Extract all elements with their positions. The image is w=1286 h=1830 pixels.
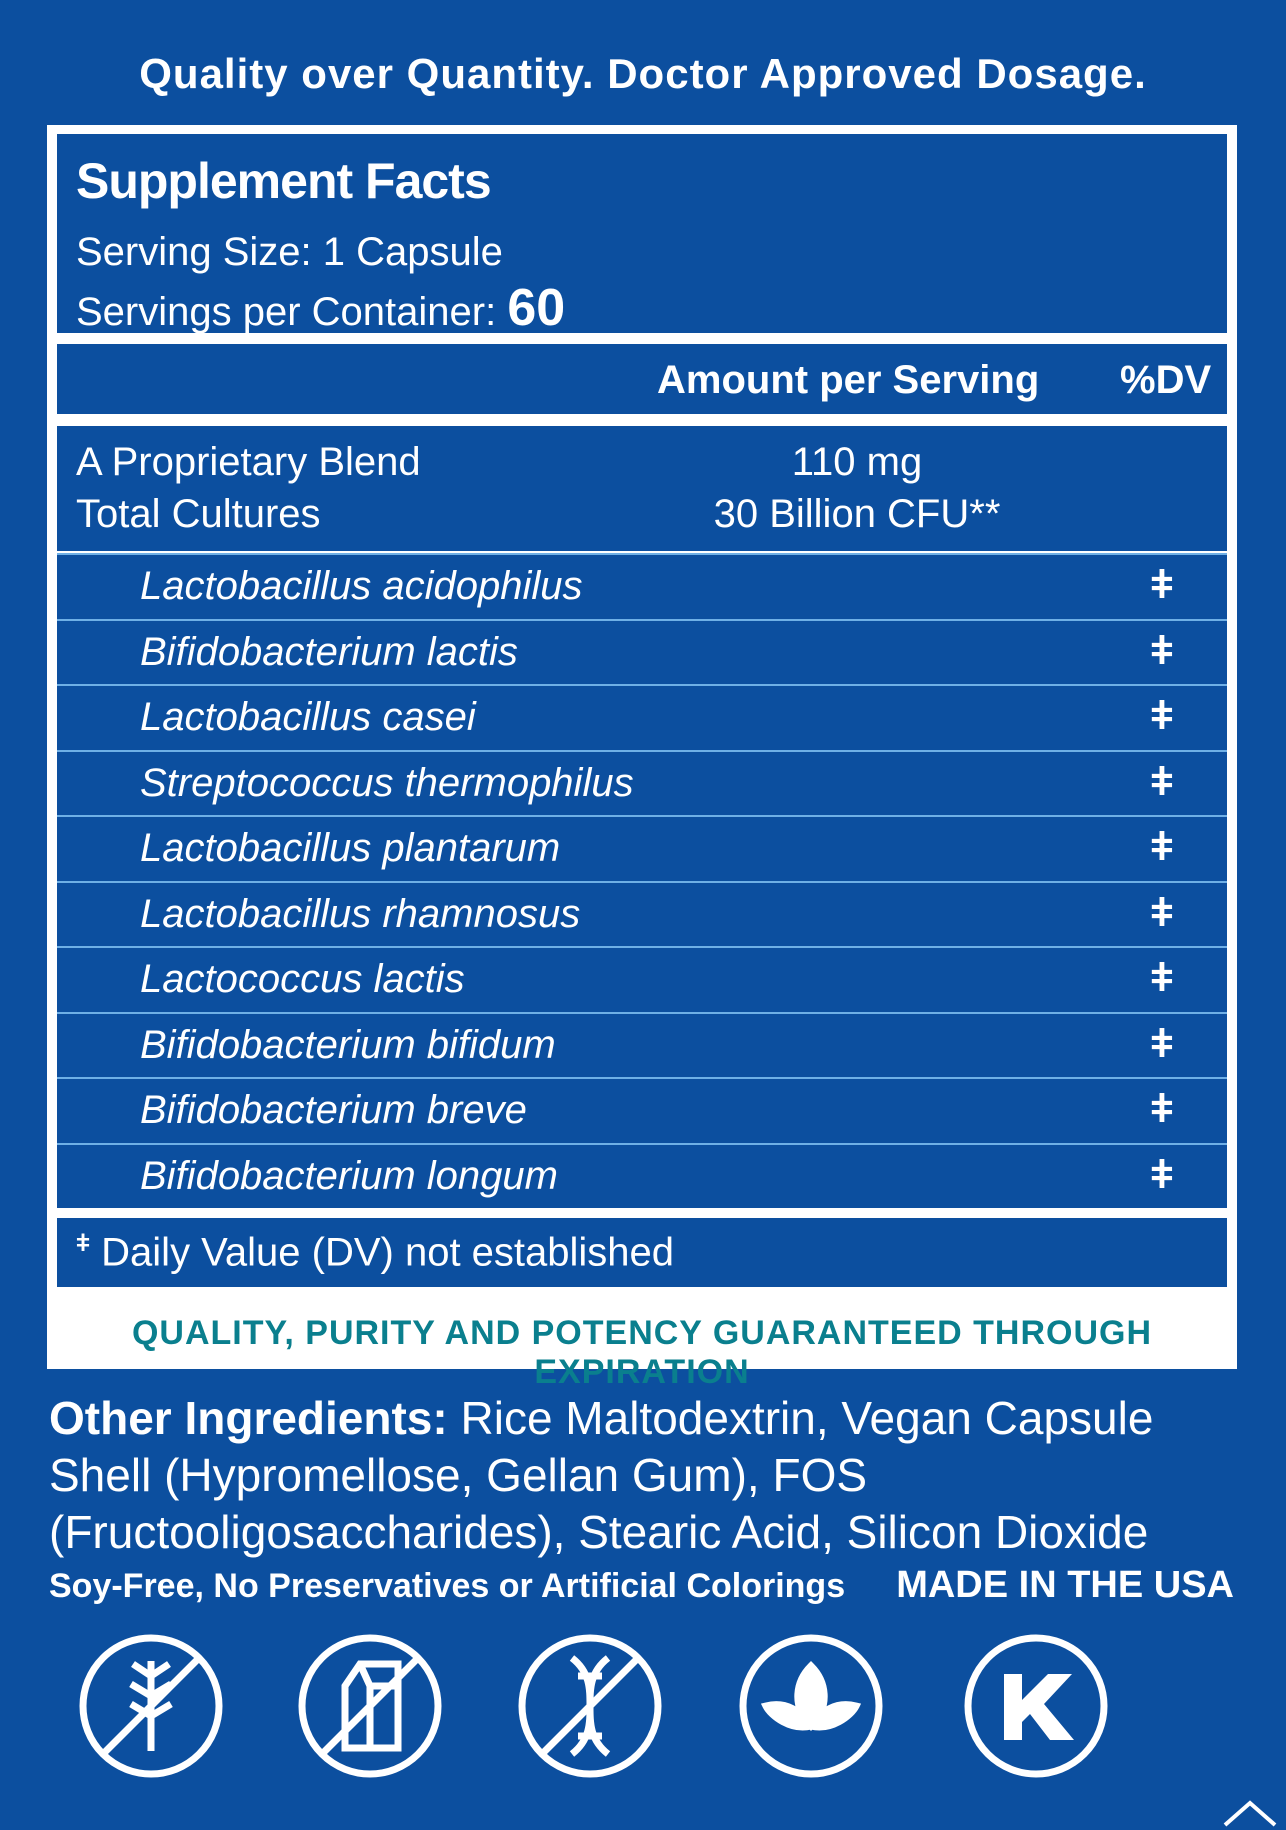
strain-name: Bifidobacterium longum: [140, 1153, 558, 1198]
footnote: ǂ Daily Value (DV) not established: [76, 1230, 674, 1275]
facts-box: Supplement Facts Serving Size: 1 Capsule…: [47, 125, 1237, 1391]
strain-row: Bifidobacterium longum ǂ: [57, 1142, 1227, 1209]
column-dv: %DV: [1120, 358, 1212, 402]
strain-dv: ǂ: [1150, 694, 1174, 738]
strain-name: Bifidobacterium breve: [140, 1088, 527, 1132]
strain-name: Lactobacillus acidophilus: [140, 564, 583, 608]
strain-row: Bifidobacterium breve ǂ: [57, 1077, 1227, 1143]
servings-label: Servings per Container:: [76, 290, 497, 334]
strain-row: Bifidobacterium bifidum ǂ: [57, 1011, 1227, 1078]
strain-dv: ǂ: [1150, 956, 1174, 1000]
non-gmo-icon: [518, 1634, 662, 1778]
column-amount: Amount per Serving: [657, 358, 1040, 402]
servings-value: 60: [507, 279, 566, 337]
strain-name: Lactobacillus plantarum: [140, 826, 561, 870]
facts-title: Supplement Facts: [76, 153, 492, 209]
gluten-free-icon: [79, 1634, 223, 1778]
kosher-icon: [964, 1634, 1108, 1778]
strain-dv: ǂ: [1150, 1152, 1174, 1197]
badge-icons: [79, 1634, 1277, 1827]
serving-size: Serving Size: 1 Capsule: [76, 230, 503, 274]
strain-row: Lactobacillus rhamnosus ǂ: [57, 880, 1227, 947]
column-header: Amount per Serving %DV: [57, 344, 1227, 414]
footnote-mark: ǂ: [76, 1230, 91, 1257]
strain-name: Lactococcus lactis: [140, 957, 465, 1001]
dairy-free-icon: [298, 1634, 442, 1778]
vegan-icon: [739, 1634, 883, 1778]
footnote-row: ǂ Daily Value (DV) not established: [57, 1218, 1227, 1287]
strain-row: Lactobacillus casei ǂ: [57, 684, 1227, 750]
guarantee: QUALITY, PURITY AND POTENCY GUARANTEED T…: [131, 1314, 1153, 1391]
strain-dv: ǂ: [1150, 825, 1174, 869]
strain-rows: Lactobacillus acidophilus ǂ Bifidobacteriu…: [57, 553, 1227, 1208]
strain-dv: ǂ: [1150, 563, 1174, 607]
blend-amount: 110 mg: [791, 440, 923, 484]
strain-name: Bifidobacterium bifidum: [140, 1022, 556, 1067]
strain-row: Bifidobacterium lactis ǂ: [57, 618, 1227, 685]
other-text: Rice Maltodextrin, Vegan Capsule Shell (…: [49, 1392, 1154, 1558]
facts-header: Supplement Facts Serving Size: 1 Capsule…: [57, 134, 1227, 337]
strain-name: Streptococcus thermophilus: [140, 760, 634, 805]
strain-dv: ǂ: [1150, 1021, 1174, 1066]
strain-dv: ǂ: [1150, 1087, 1174, 1131]
strain-row: Lactobacillus plantarum ǂ: [57, 815, 1227, 881]
strain-dv: ǂ: [1150, 759, 1174, 804]
blend-amount: 30 Billion CFU**: [713, 492, 1001, 536]
strain-name: Lactobacillus casei: [140, 695, 476, 739]
blend-rows: A Proprietary Blend 110 mg Total Culture…: [57, 426, 1227, 551]
strain-row: Lactococcus lactis ǂ: [57, 946, 1227, 1012]
strain-row: Streptococcus thermophilus ǂ: [57, 749, 1227, 816]
origin: MADE IN THE USA: [896, 1564, 1234, 1606]
tagline: Quality over Quantity. Doctor Approved D…: [139, 50, 1147, 97]
blend-name: Total Cultures: [76, 492, 321, 536]
strain-dv: ǂ: [1150, 890, 1174, 935]
other-ingredients: Other Ingredients: Rice Maltodextrin, Ve…: [49, 1390, 1249, 1561]
free-from: Soy-Free, No Preservatives or Artificial…: [49, 1567, 846, 1605]
strain-dv: ǂ: [1150, 628, 1174, 673]
blend-name: A Proprietary Blend: [76, 440, 421, 484]
servings: Servings per Container: 60: [76, 278, 565, 338]
strain-name: Lactobacillus rhamnosus: [140, 891, 581, 936]
footnote-text: Daily Value (DV) not established: [101, 1230, 675, 1275]
other-label: Other Ingredients:: [49, 1392, 448, 1444]
strain-row: Lactobacillus acidophilus ǂ: [57, 553, 1227, 619]
scroll-up-icon[interactable]: [1223, 1800, 1277, 1827]
strain-name: Bifidobacterium lactis: [140, 629, 518, 674]
